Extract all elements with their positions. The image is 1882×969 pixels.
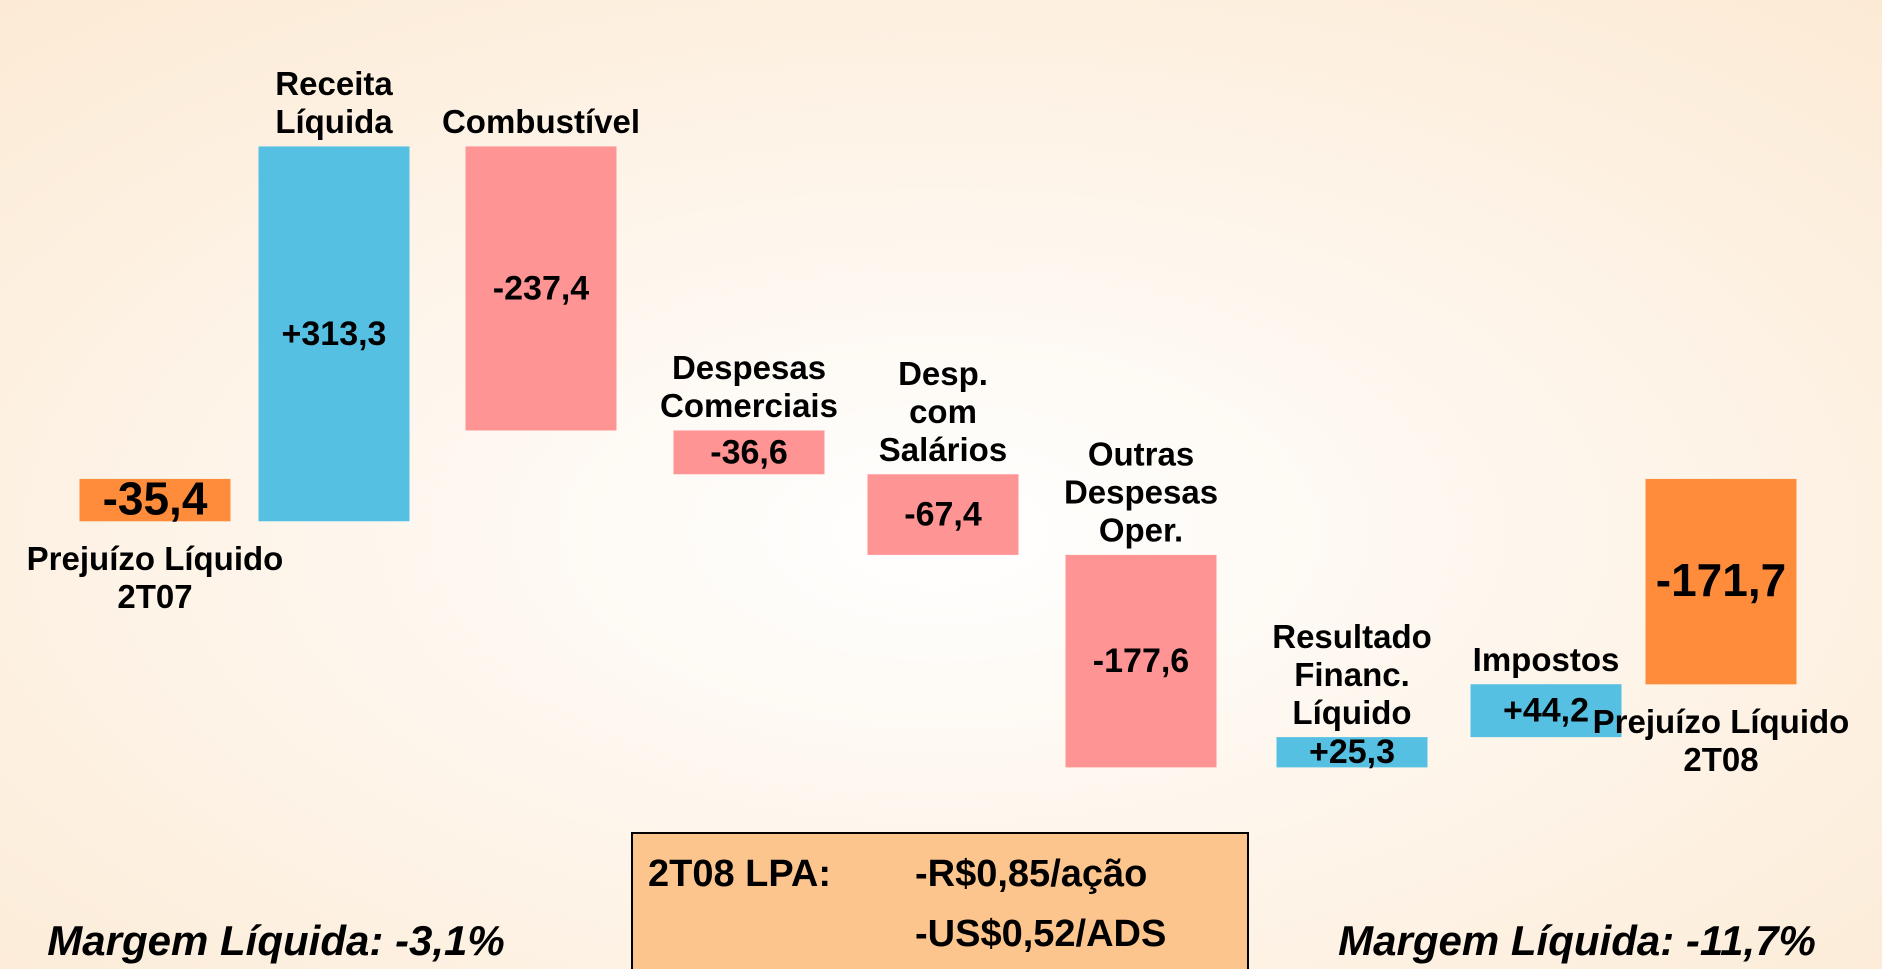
- bar: [79, 478, 231, 522]
- category-label: Desp.: [898, 355, 988, 392]
- category-label: 2T08: [1683, 741, 1758, 778]
- bar: [1065, 554, 1217, 768]
- left-margin: Margem Líquida: -3,1%: [47, 917, 504, 964]
- eps-ads: -US$0,52/ADS: [915, 913, 1166, 955]
- category-label: Receita: [275, 65, 393, 102]
- eps-share: -R$0,85/ação: [915, 853, 1147, 895]
- category-label: Comerciais: [660, 387, 838, 424]
- category-label: 2T07: [117, 578, 192, 615]
- value-label: +44,2: [1503, 692, 1589, 730]
- category-label: Prejuízo Líquido: [27, 540, 284, 577]
- category-label: Líquido: [1292, 694, 1411, 731]
- bar: [465, 146, 617, 431]
- category-label: com: [909, 393, 977, 430]
- category-label: Salários: [879, 431, 1007, 468]
- value-label: -177,6: [1093, 642, 1189, 680]
- category-label: Outras: [1088, 436, 1194, 473]
- category-label: Prejuízo Líquido: [1593, 703, 1850, 740]
- value-label: -67,4: [904, 496, 982, 534]
- eps-label: 2T08 LPA:: [648, 853, 831, 895]
- category-label: Impostos: [1473, 641, 1620, 678]
- bar: [867, 474, 1019, 555]
- value-label: -36,6: [710, 433, 788, 471]
- eps-box: [631, 832, 1249, 969]
- bar: [673, 430, 825, 475]
- value-label: -35,4: [103, 472, 208, 524]
- bar: [258, 146, 410, 522]
- bar: [1645, 478, 1797, 685]
- category-label: Despesas: [1064, 474, 1218, 511]
- bar: [1470, 684, 1622, 738]
- category-label: Oper.: [1099, 512, 1183, 549]
- value-label: -237,4: [493, 269, 589, 307]
- category-label: Combustível: [442, 103, 640, 140]
- value-label: -171,7: [1656, 554, 1786, 606]
- category-label: Financ.: [1294, 656, 1410, 693]
- value-label: +313,3: [282, 315, 387, 353]
- bar: [1276, 737, 1428, 768]
- category-label: Líquida: [275, 103, 393, 140]
- category-label: Despesas: [672, 349, 826, 386]
- value-label: +25,3: [1309, 733, 1395, 771]
- right-margin: Margem Líquida: -11,7%: [1338, 917, 1816, 964]
- category-label: Resultado: [1272, 618, 1432, 655]
